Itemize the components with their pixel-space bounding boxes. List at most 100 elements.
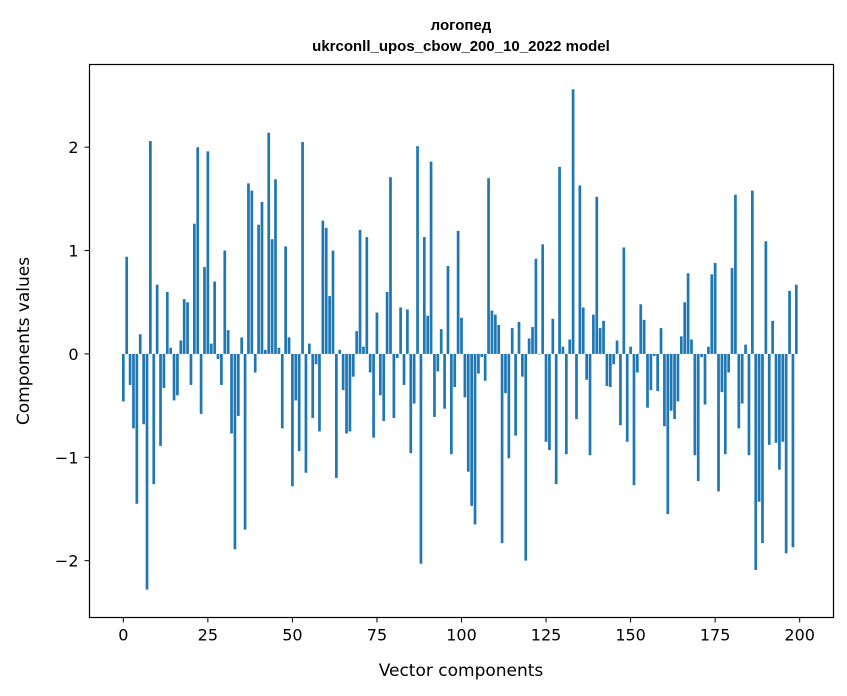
bar — [456, 230, 460, 354]
y-tick-label: 2 — [68, 138, 78, 157]
bar — [318, 353, 321, 432]
bar — [673, 353, 676, 420]
bar — [284, 246, 287, 354]
bar — [368, 353, 372, 373]
bar — [460, 317, 463, 354]
x-tick-label: 25 — [198, 626, 218, 645]
bar — [182, 299, 186, 354]
bar — [277, 347, 281, 354]
bar — [720, 353, 724, 393]
bar — [717, 353, 720, 492]
bar — [531, 327, 534, 354]
bar — [679, 336, 683, 354]
bar — [155, 284, 159, 354]
bar — [568, 339, 572, 354]
bar — [264, 349, 267, 354]
bar — [686, 273, 690, 354]
bar — [382, 353, 386, 422]
bar — [132, 353, 135, 429]
bar — [165, 291, 169, 354]
bar — [351, 353, 355, 377]
bar — [422, 237, 426, 354]
bar — [169, 347, 173, 354]
y-axis-label: Components values — [14, 257, 34, 425]
bar — [267, 132, 271, 354]
bar — [504, 353, 507, 394]
bar — [145, 353, 149, 590]
bar — [186, 302, 189, 354]
bar — [162, 353, 166, 389]
plot-frame — [88, 63, 835, 619]
bar — [497, 324, 501, 354]
bar — [128, 353, 132, 385]
bar-series — [121, 89, 798, 590]
bar — [152, 353, 156, 485]
x-axis-ticks: 0 25 50 75 100 125 150 175 200 — [118, 617, 815, 645]
bar — [378, 353, 382, 396]
bar — [571, 89, 575, 354]
bar — [426, 315, 430, 354]
bar — [561, 346, 565, 354]
bar — [592, 314, 595, 354]
bar — [149, 140, 152, 354]
y-axis-ticks: −2 −1 0 1 2 — [55, 138, 90, 571]
bar — [220, 353, 223, 385]
bar — [402, 353, 406, 385]
bar — [406, 309, 409, 354]
x-tick-label: 50 — [282, 626, 302, 645]
bar — [581, 307, 585, 354]
bar — [551, 318, 555, 354]
y-tick-label: −1 — [55, 448, 79, 467]
bar — [446, 266, 450, 354]
bar — [304, 353, 308, 473]
bar — [781, 353, 785, 442]
bar — [439, 329, 443, 354]
bar — [544, 353, 548, 442]
bar — [297, 353, 301, 452]
bar — [625, 353, 629, 442]
chart-subtitle: ukrconll_upos_cbow_200_10_2022 model — [312, 38, 610, 55]
y-tick-label: 1 — [68, 242, 78, 261]
bar — [693, 353, 697, 456]
bar — [416, 146, 419, 354]
bar — [493, 314, 497, 354]
bar — [612, 353, 616, 365]
bar — [257, 224, 260, 354]
bar — [696, 353, 700, 482]
bar — [280, 353, 284, 429]
bar — [192, 223, 196, 354]
bar — [703, 353, 707, 405]
bar — [216, 353, 220, 360]
bar — [791, 353, 795, 548]
bar — [740, 353, 744, 404]
bar — [338, 349, 342, 354]
bar — [436, 353, 440, 372]
bar — [683, 302, 687, 354]
bar — [534, 258, 538, 354]
bar — [788, 290, 791, 354]
bar — [771, 320, 774, 354]
bar — [206, 151, 210, 354]
bar — [734, 194, 737, 354]
bar — [595, 196, 599, 354]
bar — [537, 353, 541, 355]
bar — [639, 304, 643, 354]
x-tick-label: 0 — [118, 626, 128, 645]
x-tick-label: 100 — [446, 626, 477, 645]
bar — [389, 177, 392, 354]
bar — [784, 353, 788, 554]
bar — [774, 353, 778, 443]
bar — [209, 343, 213, 354]
bar — [666, 353, 670, 515]
bar — [301, 142, 304, 354]
bar — [395, 353, 399, 359]
bar — [121, 353, 125, 402]
bar — [348, 353, 352, 432]
bar — [517, 321, 521, 354]
bar — [767, 353, 771, 445]
bar — [260, 201, 264, 354]
bar — [311, 353, 315, 419]
bar — [429, 161, 433, 354]
bar — [669, 353, 673, 411]
chart-title: логопед — [431, 17, 492, 34]
